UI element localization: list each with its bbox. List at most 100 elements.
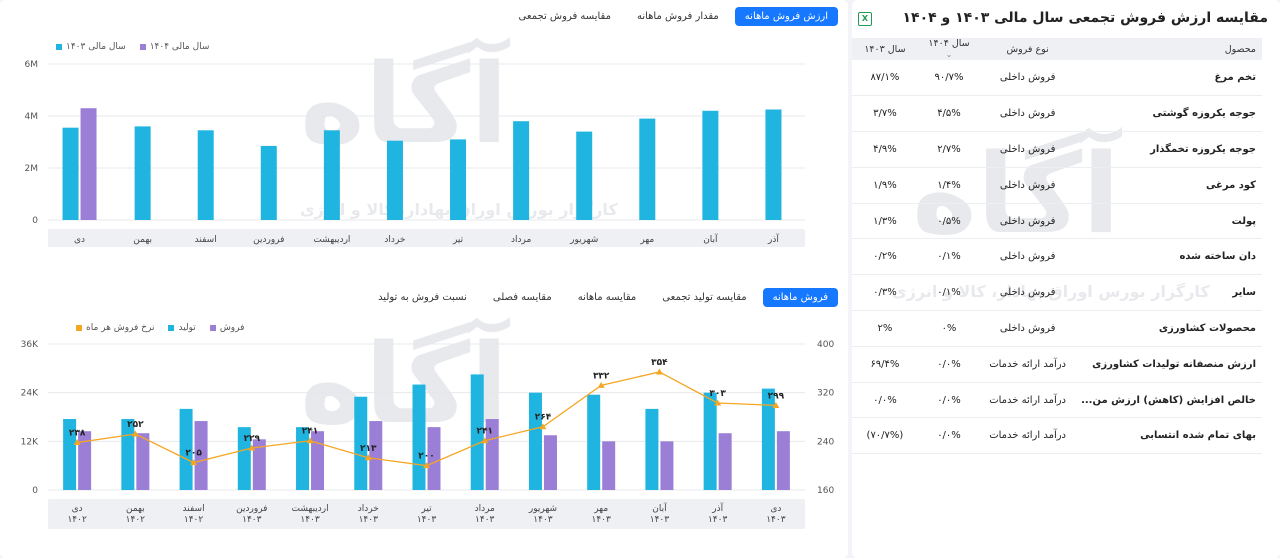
cell-1404: ۰/۰%	[917, 417, 981, 455]
rate-point[interactable]	[190, 459, 198, 466]
rate-point[interactable]	[655, 368, 663, 375]
table-row[interactable]: سایر فروش داخلی ۰/۱% ۰/۳%	[852, 274, 1262, 312]
cell-type: درآمد ارائه خدمات	[980, 346, 1076, 383]
y-right-tick-label: 240	[817, 437, 834, 447]
bar-sales[interactable]	[776, 431, 790, 490]
bar-production[interactable]	[121, 419, 135, 490]
rate-point[interactable]	[423, 462, 430, 469]
table-row[interactable]: بهای تمام شده انتسابی درآمد ارائه خدمات ۰/…	[852, 417, 1262, 455]
bar-sales[interactable]	[252, 439, 266, 490]
rate-point[interactable]	[772, 401, 780, 408]
cell-1404: ۰/۱%	[917, 238, 981, 276]
bar-sales[interactable]	[78, 431, 92, 490]
cell-type: فروش داخلی	[980, 238, 1076, 276]
table-row[interactable]: تخم مرغ فروش داخلی ۹۰/۷% ۸۷/۱%	[852, 60, 1262, 97]
bottom-tab-1[interactable]: مقایسه تولید تجمعی	[662, 292, 747, 303]
bar-1403[interactable]	[323, 130, 340, 220]
rate-data-label: ۲۶۴	[535, 413, 552, 423]
bottom-chart-legend: فروش تولید نرخ فروش هر ماه	[76, 323, 244, 333]
cell-type: فروش داخلی	[980, 310, 1076, 347]
rate-point[interactable]	[364, 454, 372, 461]
rate-point[interactable]	[248, 444, 256, 451]
bar-1403[interactable]	[513, 121, 530, 220]
bar-1403[interactable]	[639, 118, 656, 220]
excel-icon[interactable]: X	[858, 12, 872, 26]
y-left-tick-label: 0	[32, 486, 38, 496]
bottom-tab-2[interactable]: مقایسه ماهانه	[577, 292, 637, 303]
bar-1403[interactable]	[702, 110, 719, 220]
bar-sales[interactable]	[427, 427, 441, 490]
table-row[interactable]: کود مرغی فروش داخلی ۱/۴% ۱/۹%	[852, 167, 1262, 204]
bar-sales[interactable]	[543, 435, 557, 490]
x-tick-label: دی ۱۴۰۲	[67, 504, 87, 525]
bottom-tab-3[interactable]: مقایسه فصلی	[492, 292, 552, 303]
x-tick-label: بهمن ۱۴۰۲	[126, 504, 146, 525]
bottom-chart-tabs: فروش ماهانه مقایسه تولید تجمعی مقایسه ماها…	[368, 288, 838, 307]
top-tab-1[interactable]: مقدار فروش ماهانه	[636, 11, 719, 22]
bar-1403[interactable]	[450, 139, 467, 220]
bar-1403[interactable]	[386, 140, 403, 220]
rate-point[interactable]	[306, 437, 314, 444]
bar-sales[interactable]	[194, 421, 208, 490]
bar-1403[interactable]	[134, 126, 151, 220]
bar-production[interactable]	[761, 388, 775, 490]
bar-production[interactable]	[354, 396, 368, 490]
top-tab-2[interactable]: مقایسه فروش تجمعی	[518, 11, 611, 22]
table-row[interactable]: محصولات کشاورزی فروش داخلی ۰% ۲%	[852, 310, 1262, 347]
bar-sales[interactable]	[660, 441, 674, 490]
bar-sales[interactable]	[718, 433, 732, 490]
bar-production[interactable]	[528, 392, 542, 490]
bar-production[interactable]	[587, 394, 601, 490]
bottom-tab-4[interactable]: نسبت فروش به تولید	[378, 292, 467, 303]
bottom-legend-item-2[interactable]: نرخ فروش هر ماه	[76, 323, 154, 333]
rate-point[interactable]	[131, 430, 139, 437]
top-tab-0[interactable]: ارزش فروش ماهانه	[734, 7, 838, 26]
bar-sales[interactable]	[602, 441, 616, 490]
rate-point[interactable]	[597, 381, 605, 388]
cell-product: بهای تمام شده انتسابی	[1075, 417, 1262, 455]
cell-1403: ۸۷/۱%	[852, 60, 918, 97]
legend-label: سال مالی ۱۴۰۴	[149, 42, 210, 52]
bar-production[interactable]	[296, 427, 310, 490]
bar-1403[interactable]	[62, 127, 79, 220]
bar-1403[interactable]	[576, 131, 593, 220]
bar-1403[interactable]	[260, 145, 277, 220]
bar-1403[interactable]	[765, 109, 782, 221]
bar-sales[interactable]	[136, 433, 150, 490]
bar-sales[interactable]	[311, 431, 325, 490]
y-left-tick-label: 12K	[21, 437, 39, 447]
bar-production[interactable]	[412, 384, 426, 490]
bar-production[interactable]	[645, 408, 659, 490]
bottom-legend-item-0[interactable]: فروش	[209, 323, 244, 333]
bar-1403[interactable]	[197, 130, 214, 220]
bar-production[interactable]	[237, 427, 251, 490]
table-row[interactable]: خالص افزایش (کاهش) ارزش من... درآمد ارائه…	[852, 382, 1262, 419]
cell-1403: ۱/۳%	[852, 203, 918, 240]
header-1404[interactable]: سال ۱۴۰۴ ⌄	[918, 38, 980, 60]
rate-point[interactable]	[73, 439, 81, 446]
rate-point[interactable]	[539, 423, 547, 430]
bottom-tab-0[interactable]: فروش ماهانه	[762, 288, 838, 307]
legend-label: سال مالی ۱۴۰۳	[66, 42, 126, 52]
bar-production[interactable]	[703, 392, 717, 490]
table-row[interactable]: جوجه یکروزه تخمگذار فروش داخلی ۲/۷% ۴/۹%	[852, 131, 1262, 168]
bar-production[interactable]	[179, 408, 193, 490]
bar-production[interactable]	[63, 419, 77, 490]
header-1403: سال ۱۴۰۳	[864, 43, 906, 55]
table-row[interactable]: ارزش منصفانه تولیدات کشاورزی درآمد ارائه …	[852, 346, 1262, 383]
bar-sales[interactable]	[485, 419, 499, 490]
table-row[interactable]: دان ساخته شده فروش داخلی ۰/۱% ۰/۲%	[852, 238, 1262, 276]
bar-production[interactable]	[470, 374, 484, 490]
rate-data-label: ۲۳۸	[69, 429, 86, 439]
rate-point[interactable]	[481, 437, 489, 444]
top-legend-item-1[interactable]: سال مالی ۱۴۰۳	[56, 42, 126, 52]
legend-swatch	[76, 325, 82, 331]
bar-1404[interactable]	[80, 108, 97, 220]
bar-sales[interactable]	[369, 421, 383, 490]
rate-point[interactable]	[714, 399, 722, 406]
bottom-legend-item-1[interactable]: تولید	[168, 323, 196, 333]
table-row[interactable]: پولت فروش داخلی ۰/۵% ۱/۳%	[852, 203, 1262, 240]
y-left-tick-label: 24K	[21, 389, 39, 399]
table-row[interactable]: جوجه یکروزه گوشتی فروش داخلی ۴/۵% ۳/۷%	[852, 95, 1262, 133]
top-legend-item-0[interactable]: سال مالی ۱۴۰۴	[139, 42, 210, 52]
